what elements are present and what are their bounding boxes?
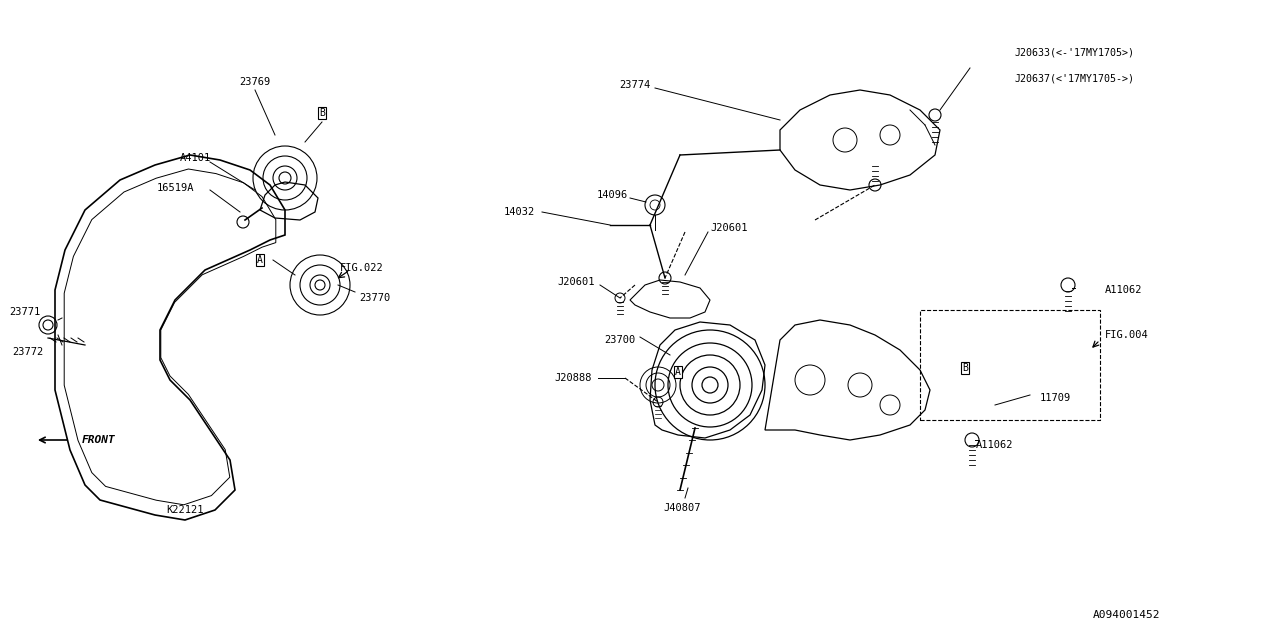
Text: J20601: J20601 [558,277,595,287]
Text: 23772: 23772 [13,347,44,357]
Text: FIG.004: FIG.004 [1105,330,1148,340]
Text: B: B [319,108,325,118]
Text: FRONT: FRONT [82,435,115,445]
Text: A: A [675,367,681,377]
Text: A094001452: A094001452 [1093,610,1160,620]
Text: 11709: 11709 [1039,393,1070,403]
Text: 23770: 23770 [360,293,390,303]
Text: 23774: 23774 [618,80,650,90]
Text: J20637(<'17MY1705->): J20637(<'17MY1705->) [1015,73,1135,83]
Text: A4101: A4101 [179,153,211,163]
Text: 16519A: 16519A [156,183,193,193]
Text: 23700: 23700 [604,335,635,345]
Text: J20888: J20888 [554,373,593,383]
Text: A: A [257,255,262,265]
Text: J20633(<-'17MY1705>): J20633(<-'17MY1705>) [1015,47,1135,57]
Text: J40807: J40807 [663,503,700,513]
Text: FIG.022: FIG.022 [340,263,384,273]
Text: B: B [963,363,968,373]
Text: 14096: 14096 [596,190,628,200]
Text: 14032: 14032 [504,207,535,217]
Text: 23771: 23771 [9,307,41,317]
Text: 23769: 23769 [239,77,270,87]
Text: A11062: A11062 [977,440,1014,450]
Text: K22121: K22121 [166,505,204,515]
Text: J20601: J20601 [710,223,748,233]
Text: A11062: A11062 [1105,285,1143,295]
